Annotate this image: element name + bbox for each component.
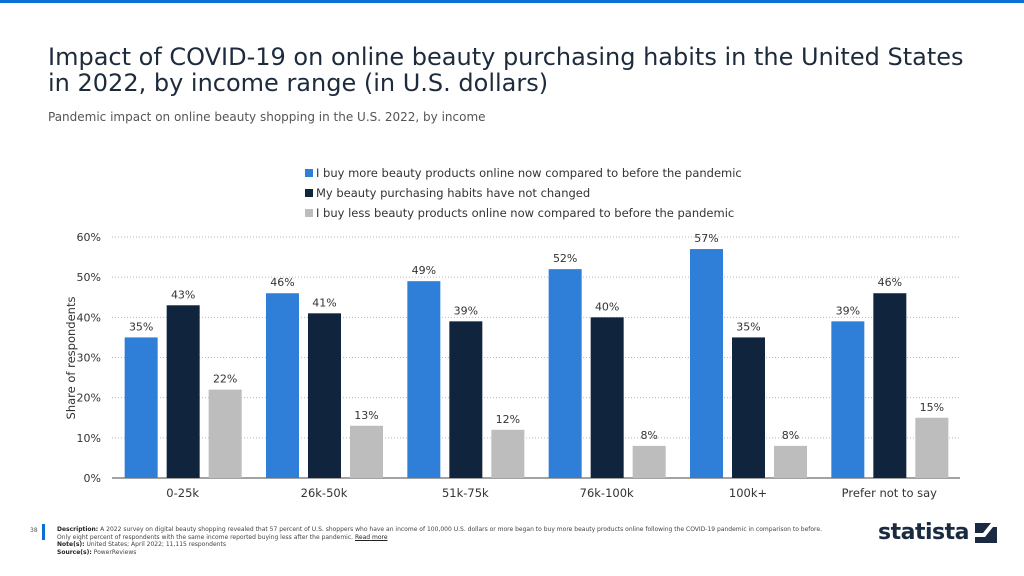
description-label: Description: [57,526,99,533]
y-tick-label: 10% [77,432,101,445]
page-marker [42,524,45,540]
bar [831,321,865,478]
data-label: 22% [213,373,237,386]
chart-title: Impact of COVID-19 on online beauty purc… [48,43,964,97]
x-tick-label: 76k-100k [580,486,634,500]
data-label: 46% [878,276,902,289]
y-tick-label: 0% [84,472,101,485]
notes-label: Note(s): [57,541,85,548]
data-label: 39% [454,304,478,317]
x-tick-label: Prefer not to say [842,486,938,500]
bar-chart: I buy more beauty products online now co… [64,166,960,500]
bar [266,293,299,478]
data-label: 8% [640,429,657,442]
bar [124,337,158,478]
y-tick-label: 20% [77,392,101,405]
bar [590,317,624,478]
data-label: 15% [920,401,944,414]
y-axis-label: Share of respondents [64,297,78,420]
source-label: Source(s): [57,548,92,556]
bar [308,313,341,478]
legend-swatch [305,169,313,177]
data-label: 43% [171,288,195,301]
x-tick-label: 0-25k [166,486,199,500]
data-label: 52% [553,252,577,265]
data-label: 35% [129,320,153,333]
chart-subtitle: Pandemic impact on online beauty shoppin… [48,110,486,124]
legend-swatch [305,209,313,217]
bar [690,249,723,478]
data-label: 13% [354,409,378,422]
page-number: 38 [30,527,38,534]
data-label: 12% [496,413,520,426]
data-label: 46% [270,276,294,289]
top-accent-bar [0,0,1024,3]
data-label: 57% [694,232,718,245]
data-label: 49% [412,264,436,277]
data-label: 39% [836,304,860,317]
bar [873,293,907,478]
legend-label: I buy more beauty products online now co… [316,166,742,180]
x-tick-label: 100k+ [729,486,767,500]
y-tick-label: 50% [77,271,101,284]
x-tick-label: 51k-75k [442,486,489,500]
data-label: 40% [595,300,619,313]
y-tick-label: 60% [77,231,101,244]
y-tick-label: 40% [77,311,101,324]
read-more-link[interactable]: Read more [354,533,388,541]
bar [915,417,949,478]
notes-text: United States; April 2022; 11,115 respon… [86,541,226,548]
bar [732,337,765,478]
bar [449,321,483,478]
footer-notes: Description: A 2022 survey on digital be… [57,526,837,556]
bar [548,269,582,478]
source-text: PowerReviews [93,548,137,556]
bar [491,429,525,478]
data-label: 35% [736,320,760,333]
y-tick-label: 30% [77,352,101,365]
data-label: 8% [782,429,799,442]
bar [774,445,807,478]
bar [407,281,441,478]
statista-logo-icon [974,522,997,543]
bar [350,425,383,478]
bar [166,305,200,478]
bar [208,389,242,478]
legend-label: My beauty purchasing habits have not cha… [316,186,590,200]
logo-text: statista [878,520,969,545]
bar [632,445,666,478]
legend-label: I buy less beauty products online now co… [316,206,734,220]
data-label: 41% [312,296,336,309]
legend-swatch [305,189,313,197]
description-text: A 2022 survey on digital beauty shopping… [57,526,822,541]
x-tick-label: 26k-50k [301,486,348,500]
statista-logo[interactable]: statista [878,520,997,545]
